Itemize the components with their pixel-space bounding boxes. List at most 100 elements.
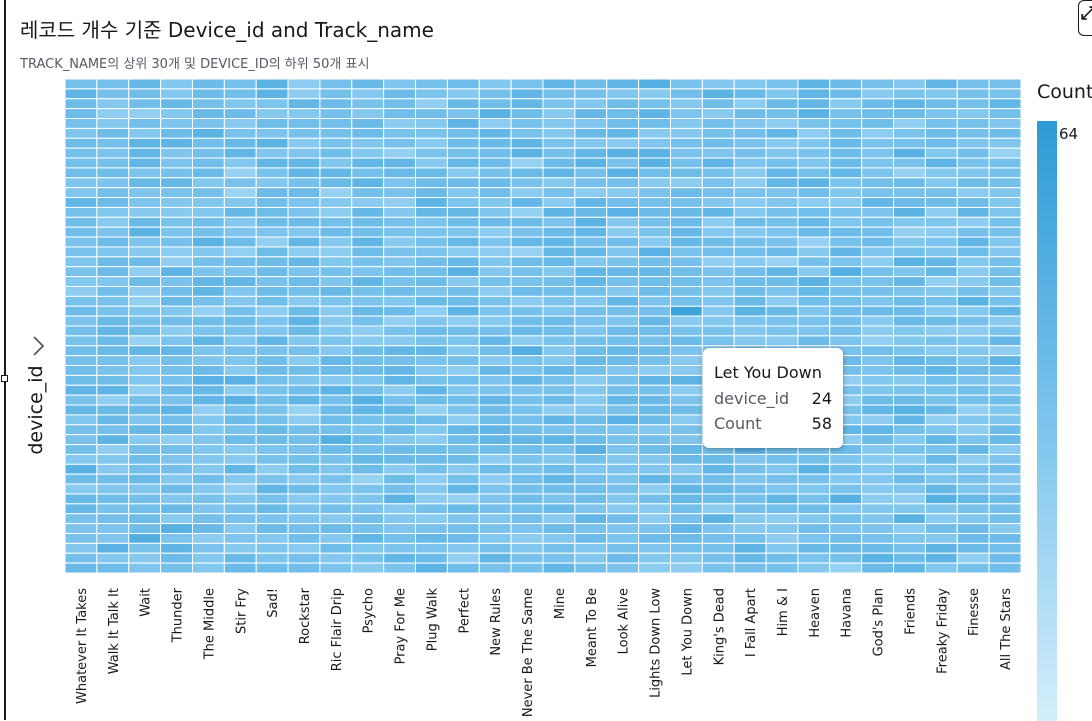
- heatmap-cell[interactable]: [542, 335, 576, 347]
- heatmap-cell[interactable]: [829, 503, 863, 515]
- heatmap-cell[interactable]: [893, 355, 926, 367]
- heatmap-cell[interactable]: [701, 236, 735, 248]
- heatmap-cell[interactable]: [669, 444, 703, 455]
- heatmap-cell[interactable]: [829, 266, 863, 278]
- heatmap-cell[interactable]: [255, 305, 289, 317]
- heatmap-cell[interactable]: [765, 177, 799, 189]
- heatmap-cell[interactable]: [893, 404, 926, 416]
- heatmap-cell[interactable]: [319, 414, 353, 426]
- heatmap-cell[interactable]: [956, 345, 990, 357]
- heatmap-cell[interactable]: [829, 167, 863, 179]
- heatmap-cell[interactable]: [415, 206, 448, 218]
- heatmap-cell[interactable]: [64, 345, 98, 357]
- heatmap-cell[interactable]: [861, 305, 895, 317]
- heatmap-cell[interactable]: [542, 295, 576, 307]
- heatmap-cell[interactable]: [255, 325, 289, 337]
- heatmap-cell[interactable]: [829, 127, 863, 139]
- heatmap-cell[interactable]: [446, 365, 480, 376]
- heatmap-cell[interactable]: [542, 404, 576, 416]
- heatmap-cell[interactable]: [797, 167, 831, 179]
- heatmap-cell[interactable]: [669, 206, 703, 218]
- heatmap-cell[interactable]: [956, 513, 990, 525]
- heatmap-cell[interactable]: [861, 167, 895, 179]
- heatmap-cell[interactable]: [383, 473, 417, 485]
- heatmap-cell[interactable]: [223, 365, 257, 376]
- heatmap-cell[interactable]: [223, 78, 257, 90]
- heatmap-cell[interactable]: [669, 276, 703, 287]
- heatmap-cell[interactable]: [191, 434, 225, 446]
- heatmap-cell[interactable]: [383, 523, 417, 534]
- heatmap-cell[interactable]: [64, 552, 98, 564]
- heatmap-cell[interactable]: [924, 206, 958, 218]
- heatmap-cell[interactable]: [861, 463, 895, 475]
- heatmap-cell[interactable]: [319, 483, 353, 495]
- heatmap-cell[interactable]: [893, 266, 926, 278]
- heatmap-cell[interactable]: [510, 365, 544, 376]
- heatmap-cell[interactable]: [255, 453, 289, 465]
- heatmap-cell[interactable]: [510, 414, 544, 426]
- heatmap-cell[interactable]: [956, 365, 990, 376]
- heatmap-cell[interactable]: [96, 513, 130, 525]
- heatmap-cell[interactable]: [542, 394, 576, 406]
- heatmap-cell[interactable]: [287, 463, 321, 475]
- heatmap-cell[interactable]: [988, 325, 1022, 337]
- heatmap-cell[interactable]: [988, 345, 1022, 357]
- heatmap-cell[interactable]: [988, 532, 1022, 544]
- heatmap-cell[interactable]: [797, 147, 831, 159]
- heatmap-cell[interactable]: [638, 434, 671, 446]
- heatmap-cell[interactable]: [351, 355, 385, 367]
- heatmap-cell[interactable]: [829, 493, 863, 505]
- heatmap-cell[interactable]: [64, 276, 98, 287]
- heatmap-cell[interactable]: [319, 374, 353, 386]
- heatmap-cell[interactable]: [319, 177, 353, 189]
- heatmap-cell[interactable]: [351, 98, 385, 110]
- heatmap-cell[interactable]: [669, 118, 703, 129]
- heatmap-cell[interactable]: [383, 98, 417, 110]
- heatmap-cell[interactable]: [319, 88, 353, 100]
- heatmap-cell[interactable]: [446, 127, 480, 139]
- heatmap-cell[interactable]: [829, 88, 863, 100]
- heatmap-cell[interactable]: [924, 118, 958, 129]
- heatmap-cell[interactable]: [383, 562, 417, 574]
- heatmap-cell[interactable]: [319, 444, 353, 455]
- heatmap-cell[interactable]: [64, 108, 98, 120]
- heatmap-cell[interactable]: [638, 345, 671, 357]
- heatmap-cell[interactable]: [510, 453, 544, 465]
- heatmap-cell[interactable]: [988, 98, 1022, 110]
- heatmap-cell[interactable]: [510, 137, 544, 149]
- heatmap-cell[interactable]: [733, 493, 767, 505]
- heatmap-cell[interactable]: [223, 285, 257, 297]
- heatmap-cell[interactable]: [988, 315, 1022, 327]
- heatmap-cell[interactable]: [255, 394, 289, 406]
- heatmap-cell[interactable]: [606, 355, 640, 367]
- heatmap-cell[interactable]: [64, 355, 98, 367]
- heatmap-cell[interactable]: [797, 513, 831, 525]
- heatmap-cell[interactable]: [574, 414, 608, 426]
- heatmap-cell[interactable]: [128, 335, 162, 347]
- heatmap-cell[interactable]: [765, 542, 799, 554]
- heatmap-cell[interactable]: [574, 98, 608, 110]
- heatmap-cell[interactable]: [574, 276, 608, 287]
- heatmap-cell[interactable]: [351, 78, 385, 90]
- heatmap-cell[interactable]: [319, 118, 353, 129]
- heatmap-cell[interactable]: [797, 216, 831, 228]
- heatmap-cell[interactable]: [128, 424, 162, 436]
- heatmap-cell[interactable]: [191, 305, 225, 317]
- heatmap-cell[interactable]: [223, 374, 257, 386]
- heatmap-cell[interactable]: [510, 463, 544, 475]
- heatmap-cell[interactable]: [415, 167, 448, 179]
- heatmap-cell[interactable]: [319, 335, 353, 347]
- heatmap-cell[interactable]: [956, 453, 990, 465]
- heatmap-cell[interactable]: [319, 127, 353, 139]
- heatmap-cell[interactable]: [638, 157, 671, 169]
- heatmap-cell[interactable]: [383, 108, 417, 120]
- heatmap-cell[interactable]: [956, 493, 990, 505]
- heatmap-cell[interactable]: [191, 177, 225, 189]
- heatmap-cell[interactable]: [893, 345, 926, 357]
- heatmap-cell[interactable]: [733, 157, 767, 169]
- heatmap-cell[interactable]: [797, 315, 831, 327]
- heatmap-cell[interactable]: [478, 147, 512, 159]
- heatmap-cell[interactable]: [128, 246, 162, 258]
- heatmap-cell[interactable]: [638, 365, 671, 376]
- heatmap-cell[interactable]: [128, 542, 162, 554]
